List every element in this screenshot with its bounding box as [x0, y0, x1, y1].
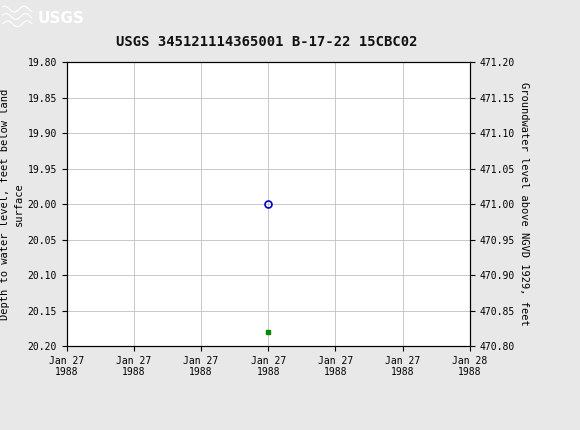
Text: USGS: USGS — [38, 11, 85, 26]
Text: USGS 345121114365001 B-17-22 15CBC02: USGS 345121114365001 B-17-22 15CBC02 — [116, 35, 418, 49]
Y-axis label: Groundwater level above NGVD 1929, feet: Groundwater level above NGVD 1929, feet — [519, 83, 529, 326]
Y-axis label: Depth to water level, feet below land
surface: Depth to water level, feet below land su… — [0, 89, 23, 320]
